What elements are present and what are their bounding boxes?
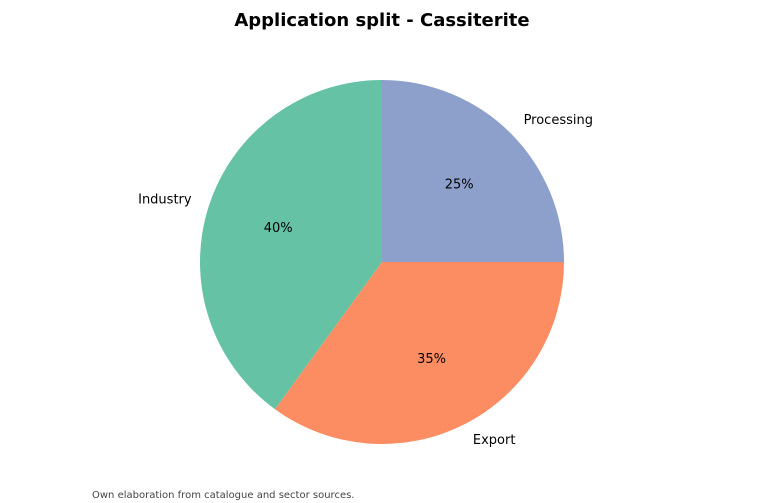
pie-slice <box>200 80 382 410</box>
chart-title: Application split - Cassiterite <box>234 10 529 31</box>
slice-percent: 40% <box>264 221 293 236</box>
pie-slice <box>382 80 564 262</box>
pie-slice <box>275 262 564 444</box>
slice-label: Export <box>473 433 516 448</box>
slice-percent: 35% <box>417 352 446 367</box>
slice-percent: 25% <box>445 177 474 192</box>
note: Own elaboration from catalogue and secto… <box>92 490 354 501</box>
slice-label: Industry <box>138 193 192 208</box>
slice-label: Processing <box>524 113 593 128</box>
